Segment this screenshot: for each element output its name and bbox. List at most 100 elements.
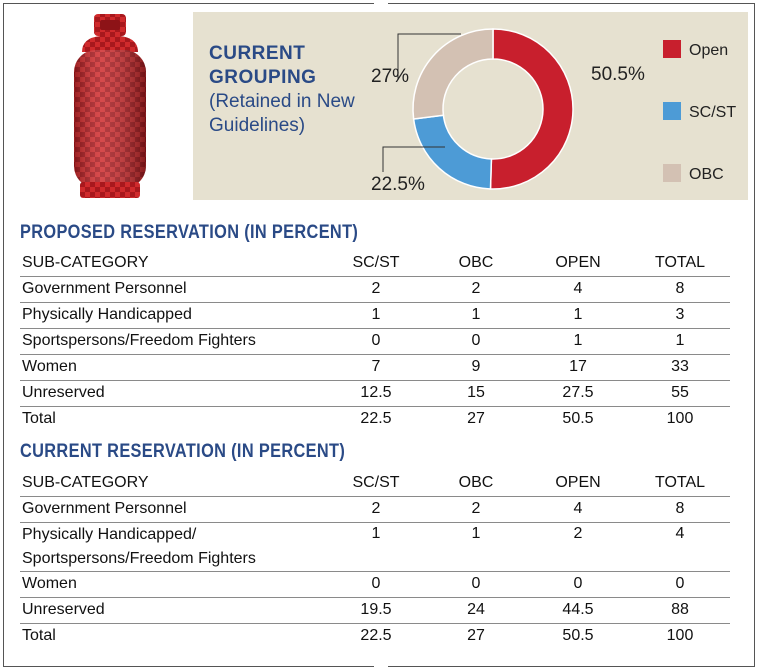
table-row: Physically Handicapped/ Sportspersons/Fr…: [20, 521, 730, 571]
header-obc: OBC: [458, 473, 494, 491]
cell-obc: 27: [426, 622, 526, 649]
table-row: Unreserved 19.5 24 44.5 88: [20, 596, 730, 623]
cell-open: 44.5: [526, 596, 630, 623]
row-category: Government Personnel: [20, 275, 326, 302]
cell-obc: 27: [426, 405, 526, 432]
table-row-total: Total 22.5 27 50.5 100: [20, 405, 730, 432]
cell-open: 1: [526, 327, 630, 354]
donut-slices: [412, 28, 574, 190]
grouping-title-line1: CURRENT: [209, 43, 306, 64]
cell-total: 1: [630, 327, 730, 354]
legend-label-open: Open: [689, 42, 728, 59]
row-category: Women: [20, 353, 326, 380]
cell-open: 0: [526, 570, 630, 597]
cell-scst: 0: [326, 570, 426, 597]
cell-obc: 2: [426, 495, 526, 522]
current-reservation-table: SUB-CATEGORY SC/ST OBC OPEN TOTAL Govern…: [20, 470, 730, 649]
row-category: Total: [20, 405, 326, 432]
cell-obc: 1: [426, 521, 526, 571]
cell-total: 8: [630, 275, 730, 302]
cell-total: 55: [630, 379, 730, 406]
grouping-title-line3: (Retained in New: [209, 91, 355, 112]
cell-open: 50.5: [526, 405, 630, 432]
label-open-pct: 50.5%: [591, 64, 645, 85]
row-category: Physically Handicapped/ Sportspersons/Fr…: [20, 521, 326, 571]
cell-total: 4: [630, 521, 730, 571]
header-total: TOTAL: [654, 253, 706, 271]
legend-swatch-scst: [663, 102, 681, 120]
table-row: Sportspersons/Freedom Fighters 0 0 1 1: [20, 327, 730, 354]
cell-scst: 0: [326, 327, 426, 354]
header-scst: SC/ST: [352, 473, 400, 491]
row-category: Total: [20, 622, 326, 649]
table-row: Women 0 0 0 0: [20, 570, 730, 597]
header-scst: SC/ST: [352, 253, 400, 271]
table-row: Government Personnel 2 2 4 8: [20, 275, 730, 302]
cell-obc: 9: [426, 353, 526, 380]
row-category: Women: [20, 570, 326, 597]
row-category-line1: Physically Handicapped/: [22, 525, 197, 543]
table-header-row: SUB-CATEGORY SC/ST OBC OPEN TOTAL: [20, 250, 730, 276]
proposed-reservation-table: SUB-CATEGORY SC/ST OBC OPEN TOTAL Govern…: [20, 250, 730, 432]
cell-total: 3: [630, 301, 730, 328]
label-obc-pct: 27%: [371, 66, 409, 87]
cell-scst: 12.5: [326, 379, 426, 406]
legend-label-scst: SC/ST: [689, 104, 736, 121]
cell-obc: 0: [426, 327, 526, 354]
donut-chart: 27% 22.5% 50.5% Open SC/ST OBC: [371, 28, 736, 195]
header-sub-category: SUB-CATEGORY: [22, 253, 149, 271]
row-category: Unreserved: [20, 596, 326, 623]
cell-obc: 2: [426, 275, 526, 302]
row-category-line2: Sportspersons/Freedom Fighters: [22, 549, 256, 567]
cell-total: 100: [630, 405, 730, 432]
cell-total: 33: [630, 353, 730, 380]
cell-total: 8: [630, 495, 730, 522]
proposed-reservation-title: PROPOSED RESERVATION (IN PERCENT): [20, 222, 359, 243]
table-row: Government Personnel 2 2 4 8: [20, 495, 730, 522]
current-reservation-title: CURRENT RESERVATION (IN PERCENT): [20, 441, 346, 462]
cell-obc: 15: [426, 379, 526, 406]
frame-notch-top: [374, 0, 388, 8]
donut-slice-scst: [412, 114, 493, 190]
cell-open: 1: [526, 301, 630, 328]
header-open: OPEN: [555, 253, 601, 271]
donut-slice-open: [489, 28, 574, 190]
table-row: Unreserved 12.5 15 27.5 55: [20, 379, 730, 406]
legend-label-obc: OBC: [689, 166, 724, 183]
cell-obc: 24: [426, 596, 526, 623]
table-row-total: Total 22.5 27 50.5 100: [20, 622, 730, 649]
table-header-row: SUB-CATEGORY SC/ST OBC OPEN TOTAL: [20, 470, 730, 496]
legend-swatch-obc: [663, 164, 681, 182]
cell-open: 50.5: [526, 622, 630, 649]
cell-scst: 1: [326, 521, 426, 571]
cell-open: 2: [526, 521, 630, 571]
leader-line-scst: [382, 146, 445, 172]
cell-open: 4: [526, 275, 630, 302]
legend-swatch-open: [663, 40, 681, 58]
grouping-title-line2: GROUPING: [209, 67, 317, 88]
cell-open: 4: [526, 495, 630, 522]
donut-slice-obc: [412, 28, 494, 120]
row-category: Government Personnel: [20, 495, 326, 522]
current-grouping-panel: CURRENT GROUPING (Retained in New Guidel…: [193, 12, 748, 200]
cell-scst: 22.5: [326, 405, 426, 432]
cell-total: 100: [630, 622, 730, 649]
row-category: Unreserved: [20, 379, 326, 406]
cell-scst: 7: [326, 353, 426, 380]
cell-open: 27.5: [526, 379, 630, 406]
grouping-title-line4: Guidelines): [209, 115, 306, 136]
header-sub-category: SUB-CATEGORY: [22, 473, 149, 491]
cell-obc: 1: [426, 301, 526, 328]
cell-scst: 2: [326, 275, 426, 302]
cell-open: 17: [526, 353, 630, 380]
row-category: Sportspersons/Freedom Fighters: [20, 327, 326, 354]
cell-scst: 22.5: [326, 622, 426, 649]
table-row: Women 7 9 17 33: [20, 353, 730, 380]
cell-scst: 1: [326, 301, 426, 328]
table-row: Physically Handicapped 1 1 1 3: [20, 301, 730, 328]
cell-obc: 0: [426, 570, 526, 597]
cell-total: 88: [630, 596, 730, 623]
header-obc: OBC: [458, 253, 494, 271]
header-open: OPEN: [555, 473, 601, 491]
header-total: TOTAL: [654, 473, 706, 491]
